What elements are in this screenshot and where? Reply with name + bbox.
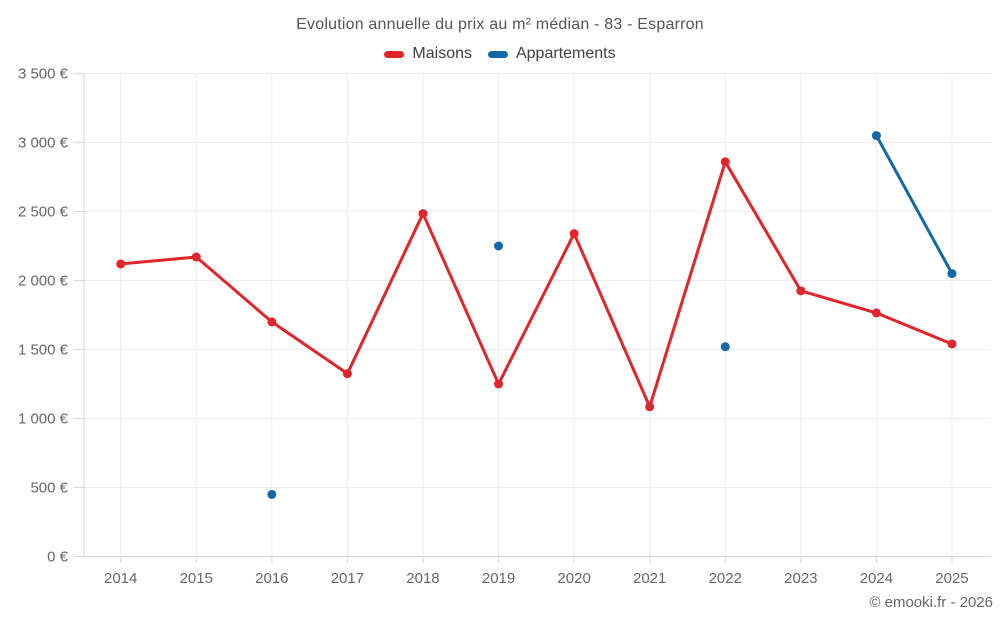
point-maisons-2020[interactable] — [569, 229, 579, 239]
chart-title: Evolution annuelle du prix au m² médian … — [296, 16, 704, 33]
footer-credit: © emooki.fr - 2026 — [869, 594, 993, 611]
point-maisons-2015[interactable] — [191, 252, 201, 262]
y-tick-label: 1 000 € — [18, 411, 69, 428]
x-tick-label: 2015 — [180, 570, 213, 587]
y-tick-label: 3 000 € — [18, 135, 69, 152]
x-tick-label: 2021 — [633, 570, 666, 587]
x-tick-label: 2019 — [482, 570, 515, 587]
point-maisons-2018[interactable] — [418, 209, 428, 219]
point-maisons-2021[interactable] — [645, 402, 655, 412]
point-maisons-2017[interactable] — [342, 369, 352, 379]
x-tick-label: 2024 — [860, 570, 893, 587]
x-tick-label: 2023 — [784, 570, 817, 587]
legend-swatch-appartements-icon — [487, 50, 508, 58]
x-tick-label: 2020 — [557, 570, 590, 587]
point-appartements-2022[interactable] — [720, 342, 730, 352]
x-tick-label: 2017 — [331, 570, 364, 587]
y-tick-label: 2 000 € — [18, 273, 69, 290]
x-tick-label: 2014 — [104, 570, 137, 587]
point-maisons-2014[interactable] — [116, 259, 126, 269]
x-tick-label: 2025 — [935, 570, 968, 587]
point-appartements-2016[interactable] — [267, 489, 277, 499]
point-maisons-2023[interactable] — [796, 286, 806, 296]
y-tick-label: 0 € — [47, 549, 69, 566]
point-appartements-2024[interactable] — [871, 131, 881, 141]
point-maisons-2022[interactable] — [720, 157, 730, 167]
legend-swatch-maisons-icon — [384, 50, 405, 58]
legend-label-maisons: Maisons — [412, 45, 472, 62]
series-line-appartements — [874, 134, 954, 276]
point-maisons-2016[interactable] — [267, 317, 277, 327]
y-tick-label: 500 € — [30, 480, 68, 497]
y-tick-label: 3 500 € — [18, 66, 69, 83]
point-maisons-2019[interactable] — [494, 379, 504, 389]
y-tick-label: 1 500 € — [18, 342, 69, 359]
point-appartements-2025[interactable] — [947, 269, 957, 279]
x-tick-label: 2022 — [709, 570, 742, 587]
point-maisons-2024[interactable] — [871, 308, 881, 318]
point-maisons-2025[interactable] — [947, 339, 957, 349]
legend-item-maisons[interactable]: Maisons — [384, 45, 472, 63]
series-line-maisons — [119, 160, 954, 409]
point-appartements-2019[interactable] — [494, 241, 504, 251]
chart-legend: Maisons Appartements — [0, 45, 1000, 63]
legend-item-appartements[interactable]: Appartements — [487, 45, 616, 63]
y-tick-label: 2 500 € — [18, 204, 69, 221]
legend-label-appartements: Appartements — [515, 45, 616, 62]
x-tick-label: 2018 — [406, 570, 439, 587]
x-tick-label: 2016 — [255, 570, 288, 587]
